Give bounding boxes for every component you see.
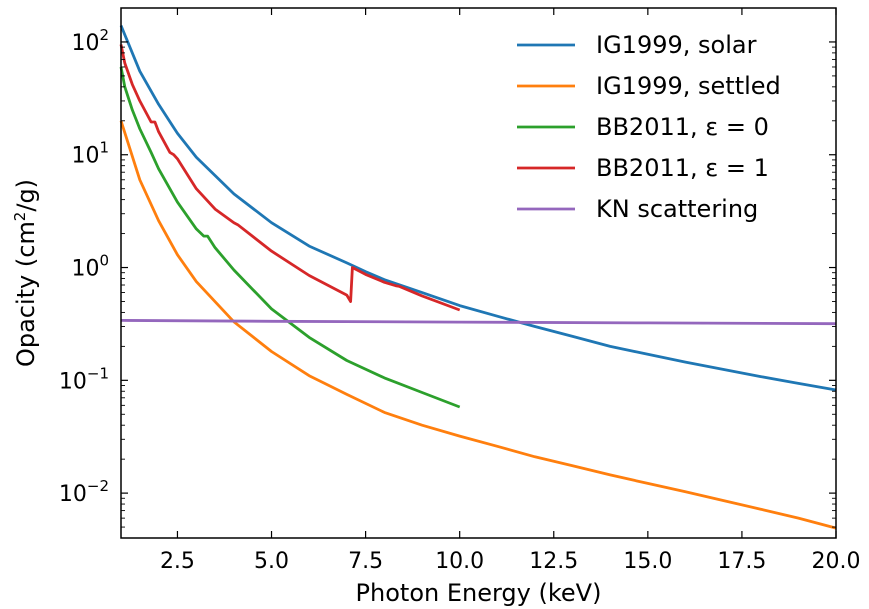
x-tick-label: 20.0	[812, 549, 861, 574]
legend: IG1999, solar IG1999, settled BB2011, ε = …	[517, 31, 781, 223]
x-tick-label: 7.5	[348, 549, 383, 574]
y-axis-label-sup: 2	[11, 212, 29, 222]
series-line-2	[119, 120, 837, 530]
x-axis-label: Photon Energy (keV)	[356, 579, 602, 607]
x-tick-label: 10.0	[435, 549, 484, 574]
axis-ticks	[121, 7, 837, 539]
y-axis-label-prefix: Opacity (cm	[12, 221, 40, 367]
series-lines	[119, 24, 837, 530]
series-line-4	[119, 44, 461, 312]
series-line-3	[119, 66, 461, 409]
y-tick-label: 100	[71, 252, 109, 282]
y-tick-label: 101	[71, 139, 109, 169]
legend-label-2: IG1999, settled	[596, 72, 781, 100]
series-line-5	[120, 319, 837, 326]
x-tick-label: 12.5	[529, 549, 578, 574]
tick-labels: 2.5 5.0 7.5 10.0 12.5 15.0 17.5 20.0 10−2 10−1 100…	[59, 26, 861, 574]
y-axis-label: Opacity (cm2/g)	[11, 179, 40, 367]
legend-label-4: BB2011, ε = 1	[596, 154, 769, 182]
y-tick-label: 102	[71, 26, 109, 56]
legend-label-3: BB2011, ε = 0	[596, 113, 769, 141]
y-axis-label-suffix: /g)	[12, 179, 40, 212]
x-tick-label: 15.0	[623, 549, 672, 574]
y-tick-label: 10−2	[59, 477, 109, 507]
series-line-1	[119, 24, 837, 392]
x-tick-label: 5.0	[254, 549, 289, 574]
legend-label-1: IG1999, solar	[596, 31, 757, 59]
legend-label-5: KN scattering	[596, 195, 758, 223]
x-tick-label: 2.5	[160, 549, 195, 574]
y-tick-label: 10−1	[59, 364, 109, 394]
x-tick-label: 17.5	[717, 549, 766, 574]
